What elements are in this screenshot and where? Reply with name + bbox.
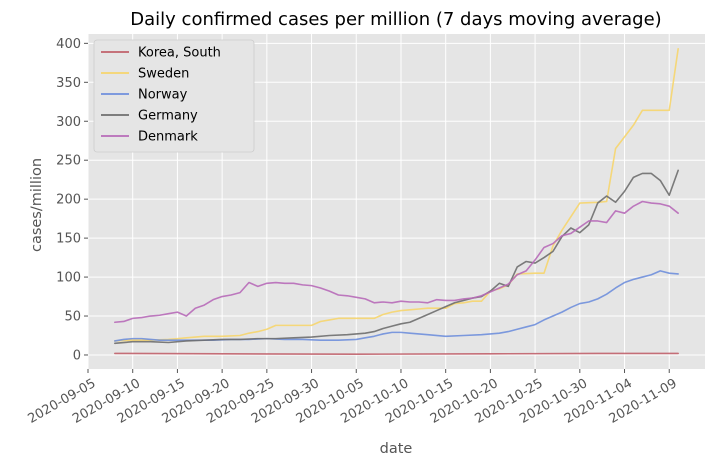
y-tick-label: 0 xyxy=(73,348,81,363)
x-axis-title: date xyxy=(380,441,413,457)
grid xyxy=(87,34,705,369)
y-tick-label: 350 xyxy=(56,76,81,91)
series-line-germany xyxy=(114,169,679,345)
y-axis-title: cases/million xyxy=(29,158,45,252)
legend-label: Korea, South xyxy=(138,46,221,61)
legend-label: Denmark xyxy=(138,130,198,145)
y-tick-label: 100 xyxy=(56,271,81,286)
legend-label: Norway xyxy=(138,88,188,103)
chart-title: Daily confirmed cases per million (7 day… xyxy=(130,9,661,30)
legend-box xyxy=(93,39,255,153)
series-lines xyxy=(114,47,679,356)
y-tick-label: 50 xyxy=(64,310,81,325)
legend-label: Germany xyxy=(138,109,198,124)
series-line-denmark xyxy=(114,200,679,324)
series-line-korea-south xyxy=(114,352,679,356)
y-tick-label: 250 xyxy=(56,154,81,169)
y-axis-ticks: 0 50 100 150 200 250 300 350 400 xyxy=(56,37,88,363)
legend-label: Sweden xyxy=(138,67,189,82)
legend: Korea, South Sweden Norway Germany Denmark xyxy=(93,39,255,153)
y-tick-label: 300 xyxy=(56,115,81,130)
y-tick-label: 150 xyxy=(56,232,81,247)
y-tick-label: 400 xyxy=(56,37,81,52)
y-tick-label: 200 xyxy=(56,193,81,208)
